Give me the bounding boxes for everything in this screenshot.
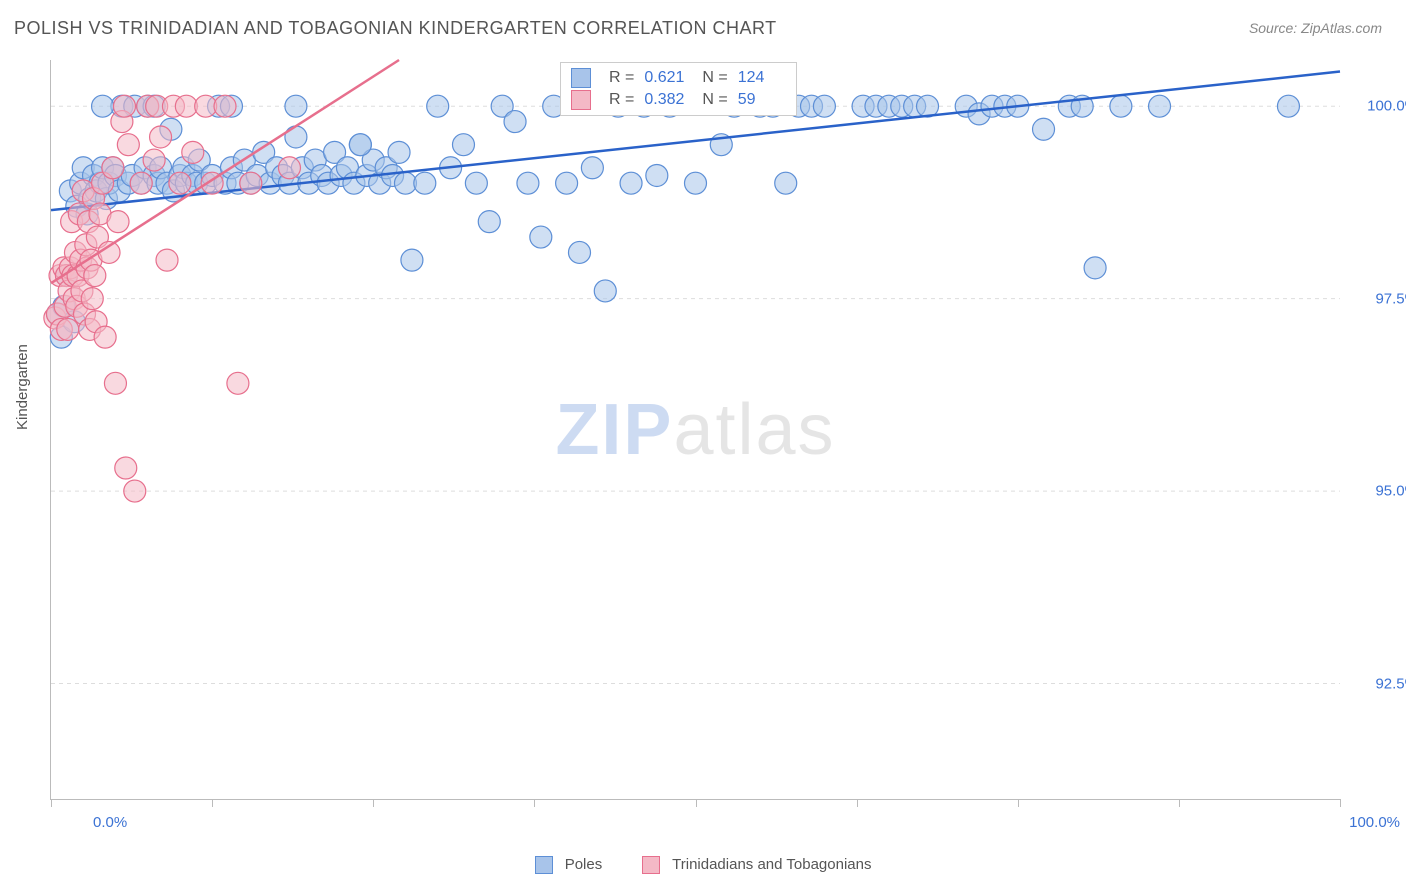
stat-R-value: 0.621 (644, 67, 692, 89)
scatter-point (478, 211, 500, 233)
scatter-point (92, 95, 114, 117)
chart-title: POLISH VS TRINIDADIAN AND TOBAGONIAN KIN… (14, 18, 777, 39)
scatter-point (94, 326, 116, 348)
legend-label: Poles (565, 856, 603, 873)
scatter-point (1084, 257, 1106, 279)
stat-R-value: 0.382 (644, 89, 692, 111)
scatter-point (115, 457, 137, 479)
stat-N-value: 124 (738, 67, 786, 89)
scatter-point (1149, 95, 1171, 117)
source-label: Source: ZipAtlas.com (1249, 20, 1382, 36)
scatter-point (1110, 95, 1132, 117)
swatch-icon (571, 90, 591, 110)
stat-N-value: 59 (738, 89, 786, 111)
x-tick (51, 799, 52, 807)
y-tick-label: 92.5% (1375, 675, 1406, 692)
stat-row-series1: R = 0.621 N = 124 (571, 67, 786, 89)
stat-N-label: N = (702, 67, 727, 89)
x-tick (1018, 799, 1019, 807)
scatter-point (175, 95, 197, 117)
y-tick-label: 97.5% (1375, 290, 1406, 307)
scatter-point (646, 164, 668, 186)
x-tick (373, 799, 374, 807)
scatter-point (620, 172, 642, 194)
y-tick-label: 95.0% (1375, 483, 1406, 500)
scatter-point (143, 149, 165, 171)
scatter-point (182, 141, 204, 163)
scatter-point (388, 141, 410, 163)
swatch-icon (642, 856, 660, 874)
x-axis-min-label: 0.0% (93, 814, 127, 831)
scatter-point (285, 95, 307, 117)
x-tick (1179, 799, 1180, 807)
scatter-point (556, 172, 578, 194)
legend-label: Trinidadians and Tobagonians (672, 856, 871, 873)
scatter-point (169, 172, 191, 194)
scatter-point (394, 172, 416, 194)
scatter-point (81, 288, 103, 310)
x-tick (212, 799, 213, 807)
scatter-point (124, 480, 146, 502)
correlation-stat-box: R = 0.621 N = 124 R = 0.382 N = 59 (560, 62, 797, 116)
scatter-point (401, 249, 423, 271)
y-tick-label: 100.0% (1367, 98, 1406, 115)
scatter-point (102, 157, 124, 179)
scatter-point (285, 126, 307, 148)
scatter-point (156, 249, 178, 271)
x-axis-max-label: 100.0% (1349, 814, 1400, 831)
scatter-point (465, 172, 487, 194)
scatter-point (530, 226, 552, 248)
scatter-point (349, 134, 371, 156)
stat-R-label: R = (609, 67, 634, 89)
scatter-point (117, 134, 139, 156)
scatter-point (278, 157, 300, 179)
scatter-point (150, 126, 172, 148)
x-tick (534, 799, 535, 807)
scatter-point (113, 95, 135, 117)
scatter-point (195, 95, 217, 117)
scatter-point (107, 211, 129, 233)
scatter-point (227, 372, 249, 394)
scatter-point (240, 172, 262, 194)
scatter-point (57, 318, 79, 340)
scatter-point (1033, 118, 1055, 140)
stat-row-series2: R = 0.382 N = 59 (571, 89, 786, 111)
scatter-point (594, 280, 616, 302)
scatter-point (581, 157, 603, 179)
scatter-point (685, 172, 707, 194)
scatter-point (568, 241, 590, 263)
legend-item-1: Poles (535, 856, 603, 874)
scatter-point (452, 134, 474, 156)
scatter-point (775, 172, 797, 194)
x-tick (1340, 799, 1341, 807)
scatter-point (813, 95, 835, 117)
scatter-point (130, 172, 152, 194)
x-tick (857, 799, 858, 807)
scatter-point (84, 265, 106, 287)
plot-svg (51, 60, 1340, 799)
y-axis-label: Kindergarten (14, 344, 31, 430)
scatter-point (414, 172, 436, 194)
plot-area: ZIPatlas 0.0% 100.0% 92.5%95.0%97.5%100.… (50, 60, 1340, 800)
legend-item-2: Trinidadians and Tobagonians (642, 856, 871, 874)
stat-R-label: R = (609, 89, 634, 111)
scatter-point (427, 95, 449, 117)
swatch-icon (571, 68, 591, 88)
swatch-icon (535, 856, 553, 874)
scatter-point (104, 372, 126, 394)
scatter-point (517, 172, 539, 194)
scatter-point (214, 95, 236, 117)
legend: Poles Trinidadians and Tobagonians (0, 856, 1406, 874)
scatter-point (1277, 95, 1299, 117)
stat-N-label: N = (702, 89, 727, 111)
scatter-point (504, 111, 526, 133)
x-tick (696, 799, 697, 807)
